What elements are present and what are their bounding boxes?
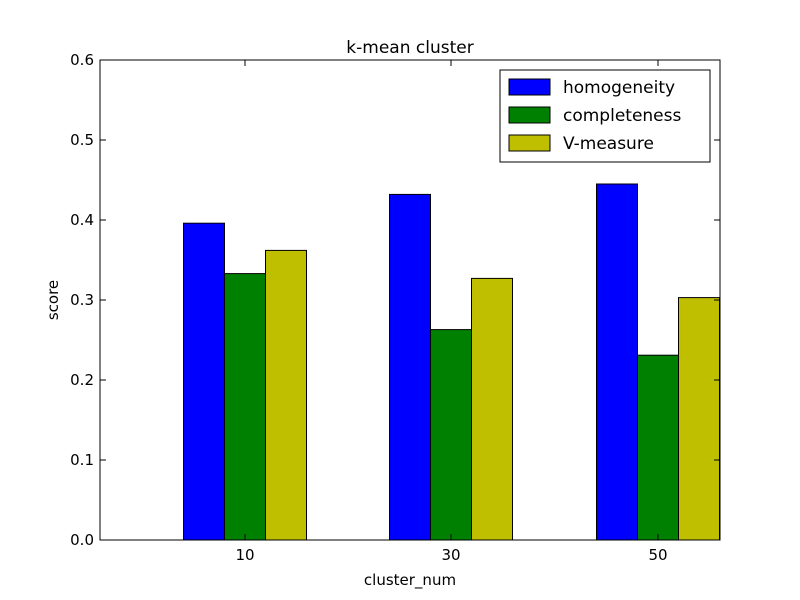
- y-tick-label: 0.6: [70, 51, 94, 69]
- x-tick-label: 30: [441, 546, 460, 564]
- bars-group: [183, 183, 720, 541]
- legend-swatch-v-measure: [508, 134, 551, 152]
- x-tick-label: 50: [648, 546, 667, 564]
- x-tick-label: 10: [235, 546, 254, 564]
- y-tick-label: 0.4: [70, 211, 94, 229]
- bar-homogeneity-50: [596, 183, 638, 541]
- y-tick-label: 0.1: [70, 451, 94, 469]
- bar-completeness-50: [637, 354, 679, 541]
- bar-v-measure-30: [471, 277, 513, 541]
- legend-swatch-completeness: [508, 106, 551, 124]
- y-tick-label: 0.5: [70, 131, 94, 149]
- bar-completeness-30: [430, 329, 472, 541]
- chart-title: k-mean cluster: [346, 38, 473, 58]
- y-axis-label: score: [44, 280, 62, 320]
- y-tick-label: 0.3: [70, 291, 94, 309]
- bar-v-measure-50: [678, 297, 720, 541]
- y-tick-label: 0.0: [70, 531, 94, 549]
- y-tick-label: 0.2: [70, 371, 94, 389]
- bar-homogeneity-30: [389, 193, 431, 541]
- bar-v-measure-10: [265, 249, 307, 541]
- x-axis-label: cluster_num: [364, 571, 456, 590]
- legend: homogeneity completeness V-measure: [499, 69, 711, 163]
- bar-homogeneity-10: [183, 222, 225, 541]
- legend-label: completeness: [563, 106, 681, 126]
- y-axis: 0.0 0.1 0.2 0.3 0.4 0.5 0.6: [70, 51, 720, 549]
- bar-completeness-10: [224, 273, 266, 541]
- legend-label: homogeneity: [563, 78, 675, 98]
- legend-swatch-homogeneity: [508, 78, 551, 96]
- x-axis: 10 30 50: [235, 60, 668, 564]
- legend-label: V-measure: [563, 134, 654, 154]
